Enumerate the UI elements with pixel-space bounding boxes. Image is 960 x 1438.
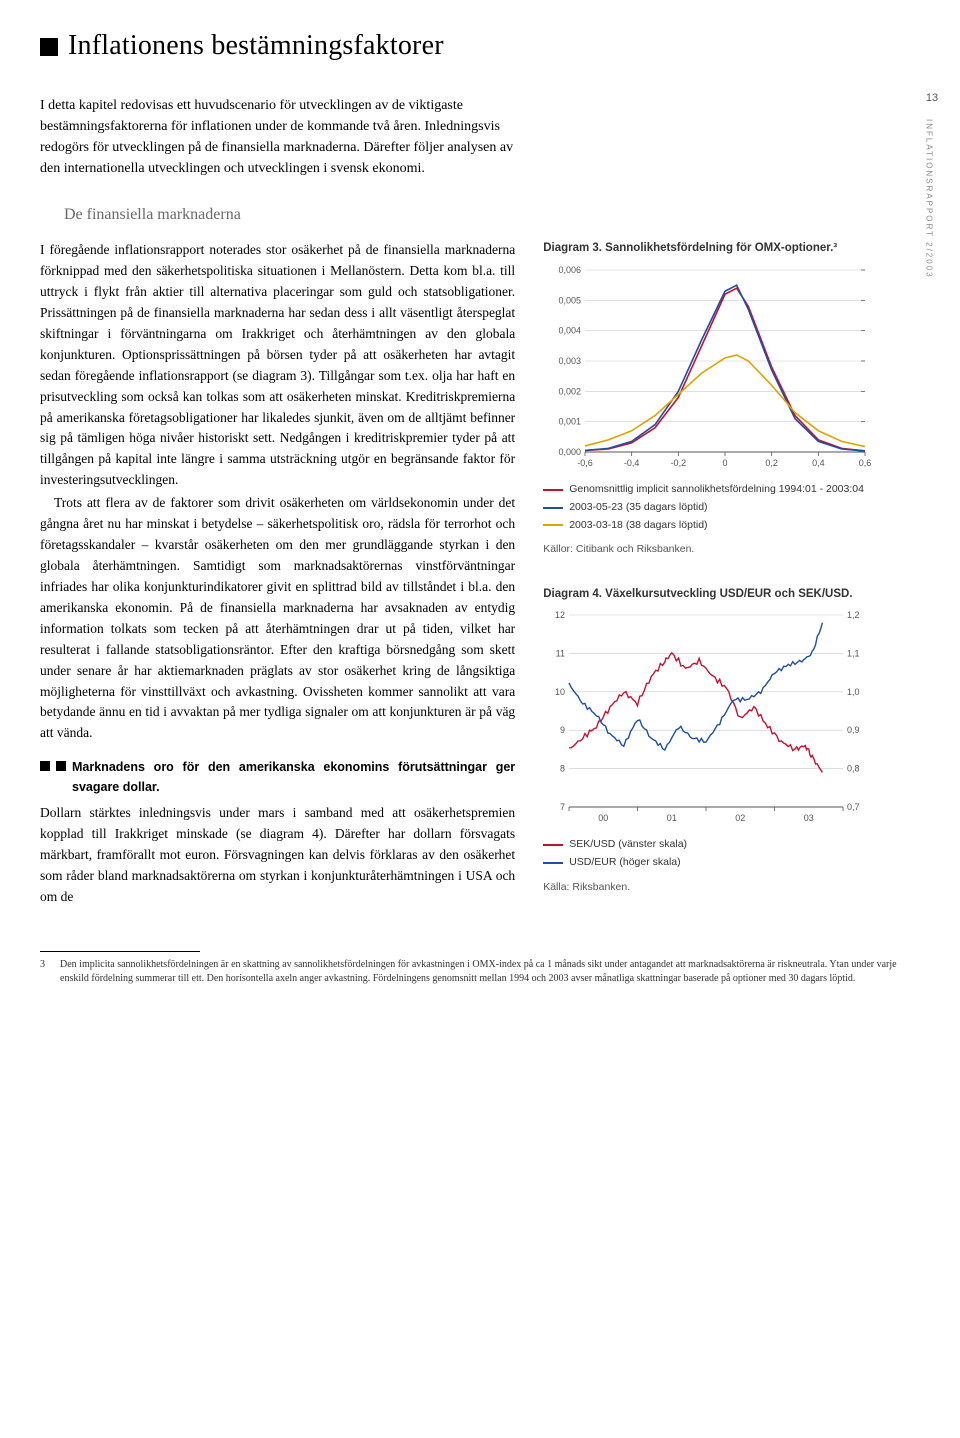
svg-text:7: 7 — [560, 802, 565, 812]
svg-text:-0,4: -0,4 — [624, 458, 640, 468]
legend-label: 2003-03-18 (38 dagars löptid) — [569, 518, 707, 534]
diagram-3: Diagram 3. Sannolikhetsfördelning för OM… — [543, 240, 920, 557]
chart-source: Källa: Riksbanken. — [543, 879, 920, 895]
chart-canvas: 7 8 9 10 11 12 0,7 0,8 0,9 1,0 1,1 1,2 00 01 02 03 — [543, 609, 920, 829]
svg-text:-0,2: -0,2 — [671, 458, 687, 468]
diagram-title: Diagram 4. Växelkursutveckling USD/EUR o… — [543, 586, 920, 604]
legend-label: 2003-05-23 (35 dagars löptid) — [569, 500, 707, 516]
footnote-text: Den implicita sannolikhetsfördelningen ä… — [60, 958, 920, 985]
legend-item: SEK/USD (vänster skala) — [543, 837, 920, 853]
diagram-title: Diagram 3. Sannolikhetsfördelning för OM… — [543, 240, 920, 258]
side-label: INFLATIONSRAPPORT 2/2003 — [922, 119, 934, 279]
intro-paragraph: I detta kapitel redovisas ett huvudscena… — [40, 95, 515, 179]
svg-text:0,006: 0,006 — [559, 265, 582, 275]
svg-text:10: 10 — [555, 687, 565, 697]
chart-legend: SEK/USD (vänster skala) USD/EUR (höger sk… — [543, 837, 920, 871]
svg-text:1,1: 1,1 — [847, 649, 860, 659]
svg-text:0,6: 0,6 — [859, 458, 872, 468]
legend-swatch-icon — [543, 844, 563, 846]
legend-item: 2003-03-18 (38 dagars löptid) — [543, 518, 920, 534]
svg-text:11: 11 — [556, 649, 565, 659]
svg-text:01: 01 — [667, 813, 677, 823]
page-number: 13 — [922, 90, 942, 107]
svg-text:03: 03 — [804, 813, 814, 823]
charts-column: Diagram 3. Sannolikhetsfördelning för OM… — [543, 240, 920, 923]
chart-svg: 0,000 0,001 0,002 0,003 0,004 0,005 0,006 -0,6 -… — [543, 264, 873, 474]
svg-text:-0,6: -0,6 — [577, 458, 593, 468]
page-margin: 13 INFLATIONSRAPPORT 2/2003 — [922, 90, 942, 279]
square-bullet-icon — [56, 761, 66, 771]
svg-text:0,004: 0,004 — [559, 326, 582, 336]
svg-text:9: 9 — [560, 726, 565, 736]
svg-text:0,001: 0,001 — [559, 417, 582, 427]
body-paragraph: I föregående inflationsrapport noterades… — [40, 240, 515, 491]
svg-text:0,7: 0,7 — [847, 802, 860, 812]
svg-text:1,0: 1,0 — [847, 687, 860, 697]
chart-svg: 7 8 9 10 11 12 0,7 0,8 0,9 1,0 1,1 1,2 00 01 02 03 — [543, 609, 873, 829]
svg-text:0: 0 — [723, 458, 728, 468]
legend-item: USD/EUR (höger skala) — [543, 855, 920, 871]
body-paragraph: Dollarn stärktes inledningsvis under mar… — [40, 803, 515, 908]
svg-text:12: 12 — [555, 610, 565, 620]
svg-text:8: 8 — [560, 764, 565, 774]
legend-item: Genomsnittlig implicit sannolikhetsförde… — [543, 482, 920, 498]
legend-label: Genomsnittlig implicit sannolikhetsförde… — [569, 482, 864, 498]
svg-text:0,8: 0,8 — [847, 764, 860, 774]
diagram-4: Diagram 4. Växelkursutveckling USD/EUR o… — [543, 586, 920, 896]
square-bullet-icon — [40, 761, 50, 771]
svg-text:0,4: 0,4 — [812, 458, 825, 468]
legend-swatch-icon — [543, 489, 563, 491]
sub-subheading-text: Marknadens oro för den amerikanska ekono… — [72, 758, 515, 797]
chart-legend: Genomsnittlig implicit sannolikhetsförde… — [543, 482, 920, 533]
legend-swatch-icon — [543, 862, 563, 864]
svg-text:0,2: 0,2 — [766, 458, 779, 468]
title-row: Inflationens bestämningsfaktorer — [40, 24, 920, 67]
body-paragraph: Trots att flera av de faktorer som drivi… — [40, 493, 515, 744]
legend-label: USD/EUR (höger skala) — [569, 855, 680, 871]
footnote: 3 Den implicita sannolikhetsfördelningen… — [40, 958, 920, 985]
footnote-number: 3 — [40, 958, 52, 985]
svg-text:1,2: 1,2 — [847, 610, 860, 620]
legend-label: SEK/USD (vänster skala) — [569, 837, 687, 853]
subheading: De finansiella marknaderna — [64, 203, 539, 228]
chart-canvas: 0,000 0,001 0,002 0,003 0,004 0,005 0,006 -0,6 -… — [543, 264, 920, 474]
square-bullet-icon — [40, 38, 58, 56]
chart-source: Källor: Citibank och Riksbanken. — [543, 541, 920, 557]
legend-item: 2003-05-23 (35 dagars löptid) — [543, 500, 920, 516]
sub-subheading: Marknadens oro för den amerikanska ekono… — [40, 758, 515, 797]
content-columns: I föregående inflationsrapport noterades… — [40, 240, 920, 923]
svg-text:02: 02 — [735, 813, 745, 823]
svg-text:0,003: 0,003 — [559, 356, 582, 366]
svg-text:0,002: 0,002 — [559, 386, 582, 396]
legend-swatch-icon — [543, 507, 563, 509]
page-title: Inflationens bestämningsfaktorer — [68, 24, 444, 67]
svg-text:0,000: 0,000 — [559, 447, 582, 457]
legend-swatch-icon — [543, 524, 563, 526]
svg-text:0,9: 0,9 — [847, 726, 860, 736]
footnote-rule — [40, 951, 200, 952]
svg-text:00: 00 — [598, 813, 608, 823]
body-column: I föregående inflationsrapport noterades… — [40, 240, 515, 923]
svg-text:0,005: 0,005 — [559, 295, 582, 305]
